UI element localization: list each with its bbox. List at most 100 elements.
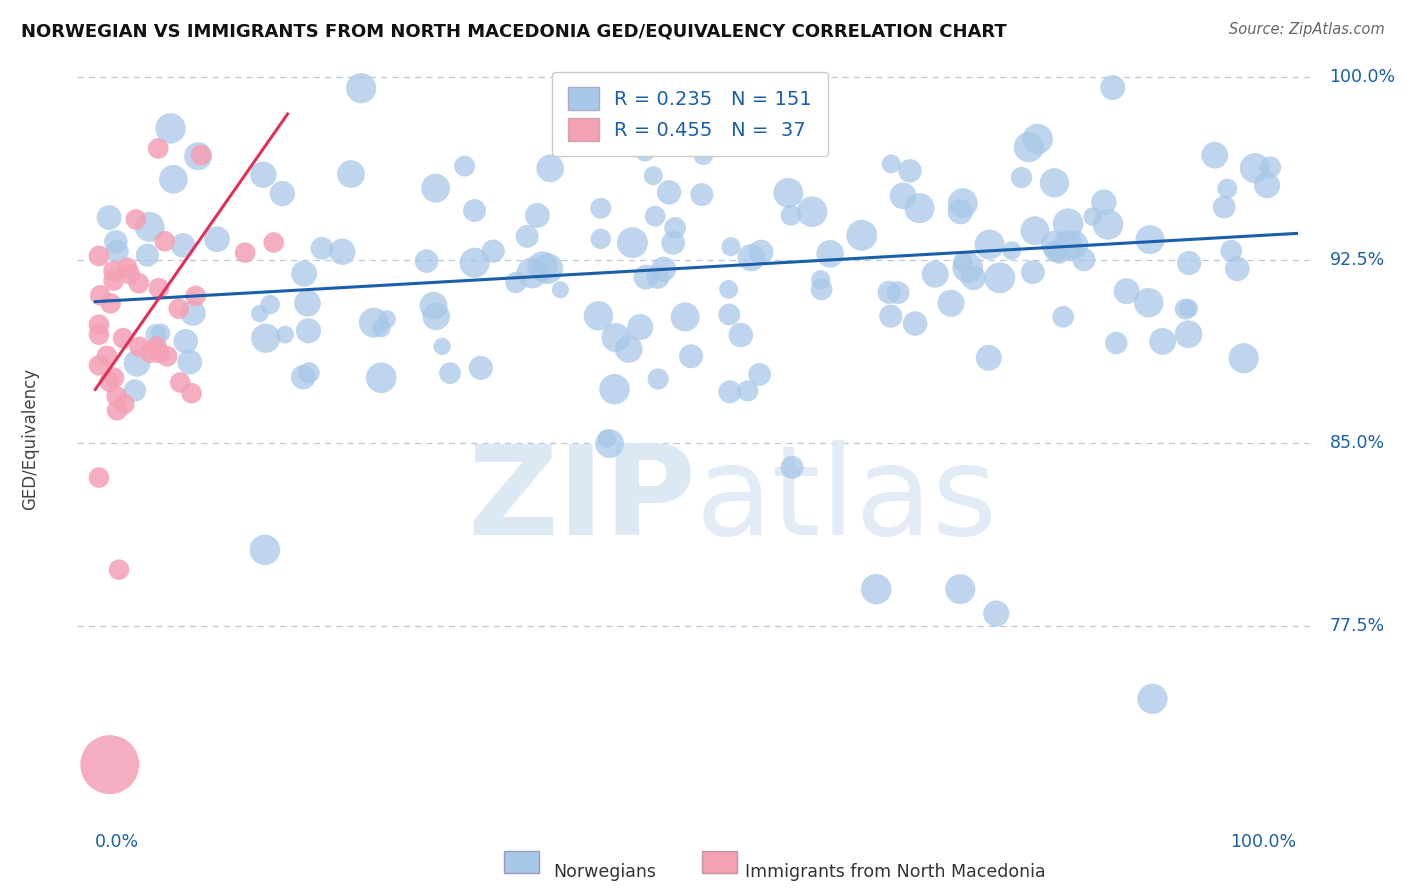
Point: [588, 309, 610, 323]
Point: [988, 271, 1011, 285]
Point: [748, 368, 770, 382]
Point: [737, 384, 759, 398]
Point: [363, 316, 385, 330]
Point: [977, 351, 1000, 365]
Point: [181, 306, 204, 320]
Point: [254, 331, 277, 345]
Point: [184, 289, 207, 303]
Point: [673, 310, 696, 324]
Point: [537, 261, 560, 276]
Point: [1115, 284, 1137, 298]
Point: [1177, 301, 1199, 316]
Point: [259, 298, 281, 312]
Point: [952, 255, 974, 269]
Point: [877, 285, 900, 300]
Point: [249, 307, 271, 321]
Point: [112, 331, 135, 345]
Point: [647, 372, 669, 386]
Point: [162, 172, 184, 186]
Point: [1026, 132, 1049, 146]
Point: [589, 232, 612, 246]
Point: [87, 470, 110, 484]
Point: [1233, 351, 1256, 366]
Point: [904, 317, 927, 331]
Point: [1047, 246, 1070, 260]
Point: [274, 327, 297, 342]
Point: [589, 201, 612, 215]
Text: Immigrants from North Macedonia: Immigrants from North Macedonia: [745, 863, 1046, 880]
Point: [370, 370, 392, 384]
Point: [962, 270, 984, 285]
Point: [717, 282, 740, 296]
Text: Source: ZipAtlas.com: Source: ZipAtlas.com: [1229, 22, 1385, 37]
Point: [169, 376, 191, 390]
Point: [1063, 237, 1085, 252]
Point: [187, 149, 209, 163]
Point: [924, 268, 946, 282]
Point: [128, 340, 150, 354]
Text: 92.5%: 92.5%: [1330, 252, 1385, 269]
Point: [749, 245, 772, 260]
Point: [167, 301, 190, 316]
Point: [297, 324, 319, 338]
Point: [271, 186, 294, 201]
Point: [780, 460, 803, 475]
Point: [463, 203, 485, 218]
Point: [1139, 233, 1161, 247]
Point: [422, 299, 444, 313]
Text: 0.0%: 0.0%: [96, 833, 139, 851]
Point: [810, 282, 832, 296]
Point: [880, 309, 903, 323]
Point: [780, 208, 803, 222]
Point: [263, 235, 285, 250]
Point: [956, 260, 979, 275]
Point: [818, 247, 841, 261]
Point: [1105, 336, 1128, 351]
Point: [108, 563, 131, 577]
Point: [96, 349, 118, 363]
Point: [1081, 210, 1104, 224]
Point: [145, 327, 167, 342]
Point: [1226, 261, 1249, 276]
Point: [105, 403, 128, 417]
Text: ZIP: ZIP: [467, 440, 696, 561]
Point: [621, 235, 644, 250]
Point: [718, 384, 741, 399]
Point: [103, 274, 125, 288]
Point: [526, 209, 548, 223]
Point: [292, 370, 315, 384]
Point: [1001, 244, 1024, 258]
Point: [103, 264, 125, 278]
Point: [1244, 161, 1267, 175]
Point: [205, 232, 228, 246]
Point: [124, 384, 146, 398]
Point: [311, 241, 333, 255]
Point: [986, 607, 1008, 621]
Text: 85.0%: 85.0%: [1330, 434, 1385, 452]
Point: [105, 244, 128, 259]
Point: [1142, 691, 1164, 706]
Point: [118, 267, 141, 281]
Point: [662, 235, 685, 250]
Point: [880, 157, 903, 171]
Point: [664, 221, 686, 235]
Text: atlas: atlas: [696, 440, 998, 561]
Point: [148, 346, 170, 360]
Point: [1152, 334, 1174, 349]
Point: [350, 81, 373, 95]
Point: [125, 356, 148, 370]
Text: GED/Equivalency: GED/Equivalency: [21, 368, 39, 510]
Point: [679, 349, 702, 363]
Point: [482, 244, 505, 259]
Point: [87, 249, 110, 263]
Point: [801, 204, 824, 219]
Point: [464, 256, 486, 270]
Point: [718, 308, 741, 322]
Point: [145, 339, 167, 353]
Point: [172, 238, 194, 252]
Point: [1177, 327, 1199, 342]
Point: [1092, 195, 1115, 210]
Point: [1174, 302, 1197, 317]
Point: [952, 196, 974, 211]
Point: [603, 382, 626, 396]
